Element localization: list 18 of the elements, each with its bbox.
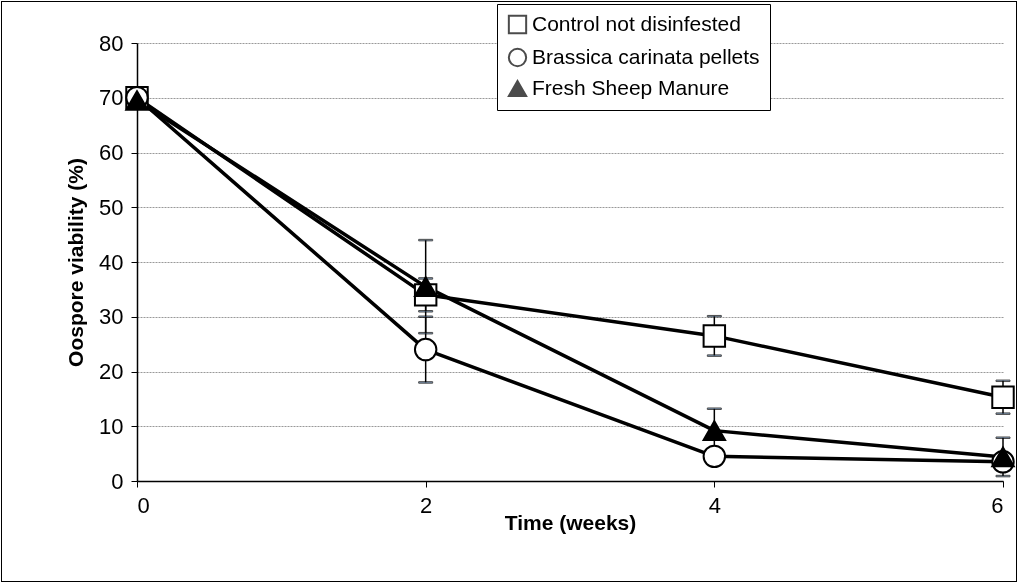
y-tick-label: 70 [99, 85, 124, 111]
x-tick-label: 4 [708, 492, 721, 518]
x-axis-title: Time (weeks) [504, 510, 637, 534]
y-tick-label: 0 [111, 468, 124, 494]
y-axis-title: Oospore viability (%) [64, 158, 88, 367]
legend-label: Brassica carinata pellets [532, 44, 760, 68]
y-tick-label: 50 [99, 194, 124, 220]
x-tick-label: 6 [991, 492, 1004, 518]
y-tick-label: 40 [99, 249, 124, 275]
y-tick-label: 20 [99, 359, 124, 384]
legend-label: Control not disinfested [532, 11, 741, 35]
y-tick-label: 10 [99, 413, 124, 439]
x-tick-label: 2 [420, 492, 433, 518]
legend-label: Fresh Sheep Manure [532, 75, 730, 99]
y-tick-label: 60 [99, 140, 124, 165]
y-tick-label: 80 [99, 30, 124, 56]
y-tick-label: 30 [99, 304, 124, 330]
x-tick-label: 0 [137, 492, 150, 518]
